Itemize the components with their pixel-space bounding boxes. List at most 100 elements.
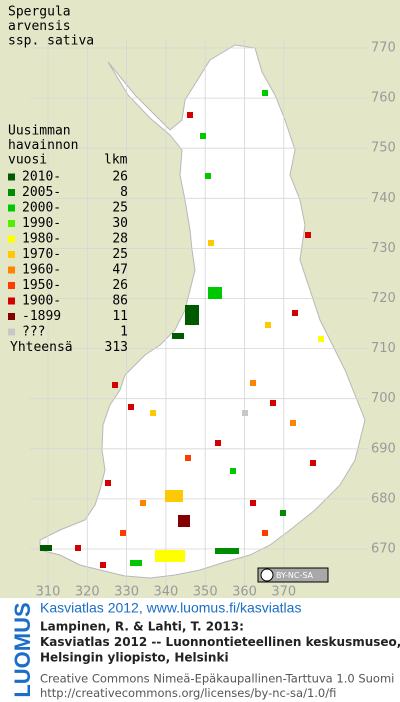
y-label: 770 bbox=[371, 41, 396, 56]
square bbox=[270, 400, 276, 406]
square bbox=[100, 562, 106, 568]
legend-label: ??? bbox=[22, 325, 45, 340]
y-label: 680 bbox=[371, 491, 396, 506]
square bbox=[290, 420, 296, 426]
badge-frame bbox=[257, 567, 329, 583]
square bbox=[185, 305, 199, 325]
title-line: ssp. sativa bbox=[8, 34, 94, 49]
y-label: 670 bbox=[371, 542, 396, 557]
cc-icon bbox=[260, 568, 274, 582]
title-line: Spergula bbox=[8, 5, 71, 20]
square bbox=[178, 515, 190, 527]
legend-count: 25 bbox=[112, 201, 128, 216]
license-line: Creative Commons Nimeä-Epäkaupallinen-Ta… bbox=[40, 672, 394, 686]
legend-label: -1899 bbox=[22, 309, 61, 324]
legend-label: 2010- bbox=[22, 170, 61, 185]
square bbox=[105, 480, 111, 486]
square bbox=[280, 510, 286, 516]
square bbox=[75, 545, 81, 551]
square bbox=[262, 90, 268, 96]
square bbox=[250, 380, 256, 386]
legend-swatch bbox=[8, 189, 15, 196]
square bbox=[130, 560, 142, 566]
square bbox=[250, 500, 256, 506]
observation-squares bbox=[40, 90, 324, 568]
square bbox=[208, 240, 214, 246]
count-header: lkm bbox=[104, 153, 128, 168]
square bbox=[262, 530, 268, 536]
total-count: 313 bbox=[105, 340, 128, 355]
square bbox=[165, 490, 183, 502]
x-label: 340 bbox=[153, 585, 178, 600]
footer-panel bbox=[0, 598, 400, 702]
square bbox=[150, 410, 156, 416]
footer-text: Lampinen, R. & Lahti, T. 2013:Kasviatlas… bbox=[40, 620, 400, 701]
legend-label: 1980- bbox=[22, 232, 61, 247]
x-label: 370 bbox=[271, 585, 296, 600]
square bbox=[200, 133, 206, 139]
legend-swatch bbox=[8, 282, 15, 289]
square bbox=[242, 410, 248, 416]
legend-swatch bbox=[8, 328, 15, 336]
square bbox=[155, 550, 185, 562]
legend-swatch bbox=[8, 204, 15, 212]
atlas-link[interactable]: Kasviatlas 2012, www.luomus.fi/kasviatla… bbox=[40, 600, 301, 616]
square bbox=[120, 530, 126, 536]
legend-swatch bbox=[8, 220, 15, 227]
title-line: arvensis bbox=[8, 19, 71, 34]
axis-labels: 310 320 330 340 350 360 370 770 760 750 740 730 720 7… bbox=[36, 41, 396, 600]
legend-label: 2005- bbox=[22, 185, 61, 200]
square bbox=[292, 310, 298, 316]
legend-count: 26 bbox=[112, 278, 128, 293]
square bbox=[310, 460, 316, 466]
legend-heading: havainnon bbox=[8, 138, 78, 153]
x-label: 310 bbox=[36, 585, 61, 600]
legend-swatch bbox=[8, 235, 15, 243]
square bbox=[187, 112, 193, 118]
x-label: 350 bbox=[193, 585, 218, 600]
square bbox=[40, 545, 52, 551]
legend-count: 11 bbox=[112, 309, 128, 324]
legend-label: 1900- bbox=[22, 294, 61, 309]
y-label: 740 bbox=[371, 191, 396, 206]
legend-swatch bbox=[8, 266, 15, 274]
square bbox=[215, 548, 239, 554]
luomus-logo: LUOMUS bbox=[10, 602, 35, 697]
citation-line: Lampinen, R. & Lahti, T. 2013: bbox=[40, 620, 244, 634]
legend-count: 25 bbox=[112, 247, 128, 262]
x-label: 320 bbox=[75, 585, 100, 600]
grid bbox=[30, 40, 368, 585]
legend-count: 47 bbox=[112, 263, 128, 278]
legend-swatch bbox=[8, 251, 15, 258]
total-label: Yhteensä bbox=[10, 340, 73, 355]
square bbox=[185, 455, 191, 461]
square bbox=[208, 287, 222, 299]
legend-label: 1970- bbox=[22, 247, 61, 262]
square bbox=[140, 500, 146, 506]
legend-label: 1950- bbox=[22, 278, 61, 293]
legend-label: 2000- bbox=[22, 201, 61, 216]
square bbox=[230, 468, 236, 474]
y-label: 690 bbox=[371, 441, 396, 456]
square bbox=[112, 382, 118, 388]
legend-count: 86 bbox=[112, 294, 128, 309]
legend-label: 1960- bbox=[22, 263, 61, 278]
square bbox=[215, 440, 221, 446]
legend-heading: vuosi bbox=[8, 153, 47, 168]
y-label: 760 bbox=[371, 91, 396, 106]
square bbox=[305, 232, 311, 238]
legend-count: 28 bbox=[112, 232, 128, 247]
legend-heading: Uusimman bbox=[8, 124, 71, 139]
y-label: 700 bbox=[371, 391, 396, 406]
legend-label: 1990- bbox=[22, 216, 61, 231]
citation-line: Helsingin yliopisto, Helsinki bbox=[40, 651, 229, 665]
y-label: 730 bbox=[371, 241, 396, 256]
y-label: 710 bbox=[371, 341, 396, 356]
legend-count: 26 bbox=[112, 170, 128, 185]
license-line: http://creativecommons.org/licenses/by-n… bbox=[40, 686, 336, 700]
license-badge: BY-NC-SA bbox=[257, 567, 329, 583]
legend-count: 1 bbox=[120, 325, 128, 340]
legend-count: 8 bbox=[120, 185, 128, 200]
